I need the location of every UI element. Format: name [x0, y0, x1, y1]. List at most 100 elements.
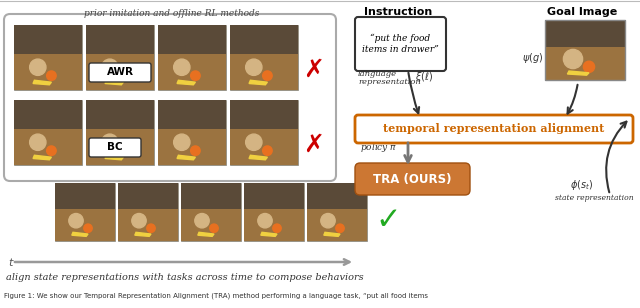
FancyBboxPatch shape [355, 115, 633, 143]
Circle shape [246, 59, 262, 75]
Polygon shape [105, 155, 124, 160]
FancyBboxPatch shape [355, 17, 446, 71]
Circle shape [191, 71, 200, 80]
Text: align state representations with tasks across time to compose behaviors: align state representations with tasks a… [6, 273, 364, 282]
FancyBboxPatch shape [14, 25, 82, 90]
FancyBboxPatch shape [545, 20, 625, 80]
Circle shape [102, 59, 118, 75]
FancyBboxPatch shape [118, 209, 178, 241]
FancyBboxPatch shape [545, 20, 625, 47]
FancyBboxPatch shape [307, 183, 367, 209]
FancyBboxPatch shape [158, 129, 226, 165]
Circle shape [132, 213, 146, 228]
Circle shape [321, 213, 335, 228]
Circle shape [262, 146, 272, 156]
Polygon shape [177, 155, 195, 160]
FancyBboxPatch shape [158, 100, 226, 165]
FancyBboxPatch shape [230, 100, 298, 129]
Circle shape [584, 61, 595, 72]
Text: temporal representation alignment: temporal representation alignment [383, 124, 605, 135]
Circle shape [29, 134, 46, 150]
FancyBboxPatch shape [14, 100, 82, 165]
Polygon shape [72, 232, 88, 236]
Text: “put the food
items in drawer”: “put the food items in drawer” [362, 34, 439, 54]
FancyBboxPatch shape [158, 25, 226, 54]
Polygon shape [568, 71, 589, 75]
FancyBboxPatch shape [244, 183, 304, 241]
FancyBboxPatch shape [230, 100, 298, 165]
FancyBboxPatch shape [230, 25, 298, 54]
Text: ✓: ✓ [375, 206, 401, 236]
Polygon shape [249, 80, 268, 85]
Text: TRA (OURS): TRA (OURS) [373, 172, 452, 185]
FancyBboxPatch shape [14, 54, 82, 90]
FancyBboxPatch shape [118, 183, 178, 241]
FancyBboxPatch shape [14, 25, 82, 54]
Polygon shape [135, 232, 151, 236]
Circle shape [173, 59, 190, 75]
FancyBboxPatch shape [86, 129, 154, 165]
Polygon shape [33, 155, 51, 160]
Text: language: language [358, 70, 397, 78]
FancyBboxPatch shape [86, 100, 154, 165]
Text: AWR: AWR [106, 67, 134, 77]
Text: ✗: ✗ [303, 133, 324, 157]
FancyBboxPatch shape [55, 183, 115, 241]
Text: prior imitation and offline RL methods: prior imitation and offline RL methods [84, 10, 260, 18]
FancyBboxPatch shape [244, 183, 304, 209]
Circle shape [47, 71, 56, 80]
FancyBboxPatch shape [230, 129, 298, 165]
Circle shape [191, 146, 200, 156]
Circle shape [273, 224, 281, 233]
FancyBboxPatch shape [545, 47, 625, 80]
Text: $\xi(\ell)$: $\xi(\ell)$ [415, 70, 433, 84]
FancyBboxPatch shape [230, 54, 298, 90]
FancyBboxPatch shape [244, 209, 304, 241]
Circle shape [118, 146, 128, 156]
Text: Figure 1: We show our Temporal Representation Alignment (TRA) method performing : Figure 1: We show our Temporal Represent… [4, 293, 428, 299]
FancyBboxPatch shape [86, 54, 154, 90]
Text: BC: BC [107, 142, 123, 152]
FancyBboxPatch shape [89, 63, 151, 82]
FancyBboxPatch shape [181, 183, 241, 241]
FancyBboxPatch shape [307, 183, 367, 241]
Polygon shape [324, 232, 340, 236]
FancyBboxPatch shape [89, 138, 141, 157]
Circle shape [29, 59, 46, 75]
Text: $\phi(s_t)$: $\phi(s_t)$ [570, 178, 593, 192]
Circle shape [195, 213, 209, 228]
Text: Instruction: Instruction [364, 7, 432, 17]
Circle shape [102, 134, 118, 150]
FancyBboxPatch shape [181, 209, 241, 241]
FancyBboxPatch shape [55, 183, 115, 209]
Text: $\psi(g)$: $\psi(g)$ [522, 51, 543, 65]
FancyBboxPatch shape [14, 129, 82, 165]
Circle shape [563, 49, 582, 69]
FancyBboxPatch shape [158, 54, 226, 90]
Polygon shape [105, 80, 124, 85]
FancyBboxPatch shape [181, 183, 241, 209]
Polygon shape [177, 80, 195, 85]
Circle shape [258, 213, 272, 228]
Circle shape [262, 71, 272, 80]
Polygon shape [249, 155, 268, 160]
Polygon shape [33, 80, 51, 85]
Text: ✗: ✗ [303, 58, 324, 82]
Polygon shape [261, 232, 277, 236]
FancyBboxPatch shape [86, 25, 154, 54]
Text: policy $\pi$: policy $\pi$ [360, 141, 397, 155]
Text: representation: representation [358, 78, 420, 86]
FancyBboxPatch shape [86, 25, 154, 90]
Circle shape [210, 224, 218, 233]
Circle shape [246, 134, 262, 150]
Circle shape [173, 134, 190, 150]
Polygon shape [198, 232, 214, 236]
FancyBboxPatch shape [14, 100, 82, 129]
Circle shape [84, 224, 92, 233]
Circle shape [147, 224, 155, 233]
Text: state representation: state representation [555, 194, 634, 202]
Circle shape [118, 71, 128, 80]
FancyBboxPatch shape [4, 14, 336, 181]
Text: t: t [8, 258, 12, 268]
Text: Goal Image: Goal Image [547, 7, 617, 17]
